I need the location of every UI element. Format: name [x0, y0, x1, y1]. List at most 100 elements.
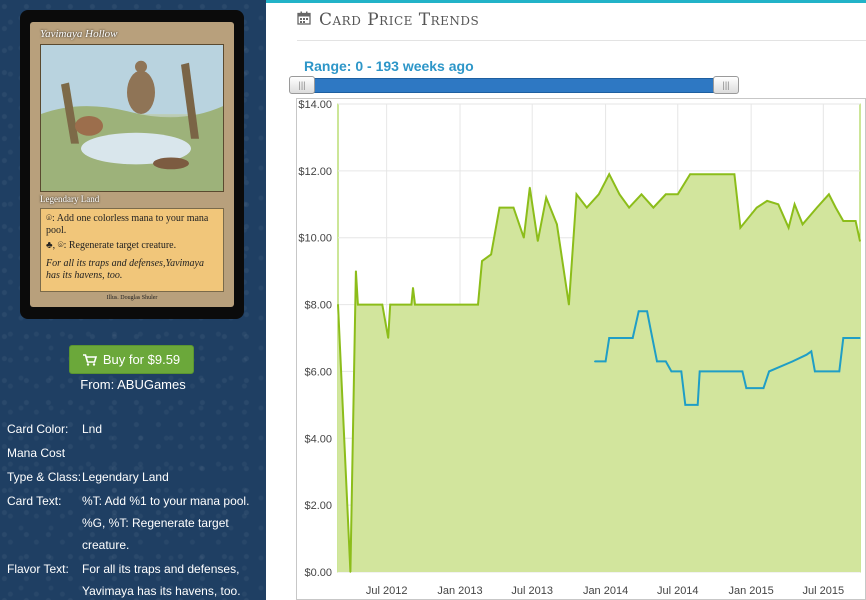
- card-rules-line: ♣, ⌾: Regenerate target creature.: [46, 240, 177, 251]
- data-point: [608, 337, 610, 339]
- data-point: [640, 193, 643, 196]
- data-point: [618, 193, 621, 196]
- data-point: [755, 206, 758, 209]
- y-tick-label: $10.00: [298, 233, 332, 245]
- attr-label: Flavor Text:: [7, 562, 69, 576]
- top-accent-bar: [266, 0, 866, 3]
- seller-label: From: ABUGames: [80, 377, 186, 392]
- data-point: [834, 206, 837, 209]
- attr-label: Card Text:: [7, 494, 62, 508]
- card-credit: Illus. Douglas Shuler: [106, 295, 158, 301]
- data-point: [854, 220, 857, 222]
- attr-label: Type & Class:: [7, 470, 82, 484]
- card-image: Yavimaya Hollow Legendary Land ⌾: Add on…: [20, 10, 244, 319]
- data-point: [664, 360, 667, 363]
- y-tick-label: $2.00: [304, 500, 332, 512]
- data-point: [670, 370, 673, 373]
- y-tick-label: $6.00: [304, 366, 332, 378]
- x-tick-label: Jan 2013: [437, 585, 482, 597]
- attr-value: %T: Add %1 to your mana pool. %G, %T: Re…: [82, 494, 250, 552]
- data-point: [586, 206, 588, 209]
- data-point: [650, 330, 652, 333]
- x-tick-label: Jul 2015: [803, 585, 845, 597]
- data-point: [842, 337, 845, 339]
- data-point: [498, 206, 501, 209]
- range-slider-handle-max[interactable]: |||: [713, 76, 739, 94]
- data-point: [762, 387, 765, 389]
- data-point: [684, 404, 687, 406]
- data-point: [337, 303, 339, 306]
- data-point: [575, 193, 578, 196]
- data-point: [698, 370, 701, 373]
- x-tick-label: Jan 2015: [729, 585, 774, 597]
- data-point: [814, 370, 816, 373]
- data-point: [628, 206, 630, 209]
- data-point: [598, 193, 600, 196]
- data-point: [414, 303, 416, 306]
- data-point: [664, 193, 667, 196]
- data-point: [859, 337, 861, 339]
- data-point: [745, 387, 748, 389]
- data-point: [816, 206, 818, 209]
- buy-button[interactable]: Buy for $9.59: [69, 345, 194, 374]
- x-tick-label: Jul 2014: [657, 585, 699, 597]
- price-trend-chart: $0.00 $2.00 $4.00 $6.00 $8.00 $10.00 $12.00 $14…: [296, 98, 866, 600]
- range-label: Range: 0 - 193 weeks ago: [304, 58, 474, 74]
- section-title: Card Price Trends: [319, 10, 480, 30]
- data-point: [410, 303, 413, 306]
- data-point: [733, 173, 736, 175]
- section-divider: [297, 40, 866, 41]
- data-point: [680, 370, 683, 373]
- attr-value: Lnd: [82, 422, 103, 436]
- data-point: [412, 287, 414, 289]
- data-point: [793, 203, 796, 206]
- range-slider-handle-min[interactable]: |||: [289, 76, 315, 94]
- data-point: [768, 370, 770, 373]
- y-tick-label: $12.00: [298, 166, 332, 178]
- data-point: [838, 370, 841, 373]
- data-point: [536, 240, 539, 242]
- data-point: [490, 253, 492, 256]
- data-point: [652, 206, 655, 209]
- data-point: [604, 360, 607, 363]
- x-tick-label: Jan 2014: [583, 585, 628, 597]
- data-point: [828, 193, 830, 196]
- data-point: [656, 360, 658, 363]
- x-tick-label: Jul 2012: [366, 585, 408, 597]
- data-point: [646, 310, 648, 313]
- data-point: [696, 404, 699, 406]
- calendar-icon: [297, 10, 311, 30]
- data-point: [556, 223, 558, 226]
- data-point: [801, 223, 804, 226]
- series-line-0: [337, 172, 861, 573]
- data-point: [777, 203, 780, 206]
- series-area-fill: [338, 174, 860, 572]
- data-point: [349, 571, 352, 573]
- data-point: [481, 260, 483, 262]
- data-point: [568, 303, 570, 306]
- card-name: Yavimaya Hollow: [40, 28, 118, 40]
- data-point: [676, 193, 679, 196]
- range-slider-track[interactable]: [291, 78, 738, 93]
- data-point: [637, 310, 640, 313]
- data-point: [477, 303, 479, 306]
- data-point: [689, 173, 691, 175]
- data-point: [523, 236, 525, 239]
- data-point: [859, 240, 861, 242]
- data-point: [805, 353, 808, 356]
- y-tick-label: $14.00: [298, 99, 332, 111]
- section-heading: Card Price Trends: [297, 10, 479, 30]
- y-tick-label: $4.00: [304, 433, 332, 445]
- y-tick-label: $8.00: [304, 300, 332, 312]
- data-point: [608, 173, 610, 175]
- card-sidebar: Yavimaya Hollow Legendary Land ⌾: Add on…: [0, 0, 266, 600]
- card-face: Yavimaya Hollow Legendary Land ⌾: Add on…: [30, 22, 234, 307]
- data-point: [355, 270, 357, 272]
- card-type-line: Legendary Land: [40, 194, 100, 204]
- data-point: [787, 226, 790, 229]
- attr-value: For all its traps and defenses, Yavimaya…: [82, 562, 241, 598]
- card-art: [40, 44, 224, 192]
- cart-icon: [82, 353, 97, 366]
- card-rules-line: ⌾: Add one colorless mana to your mana p…: [46, 213, 209, 236]
- data-point: [357, 303, 359, 306]
